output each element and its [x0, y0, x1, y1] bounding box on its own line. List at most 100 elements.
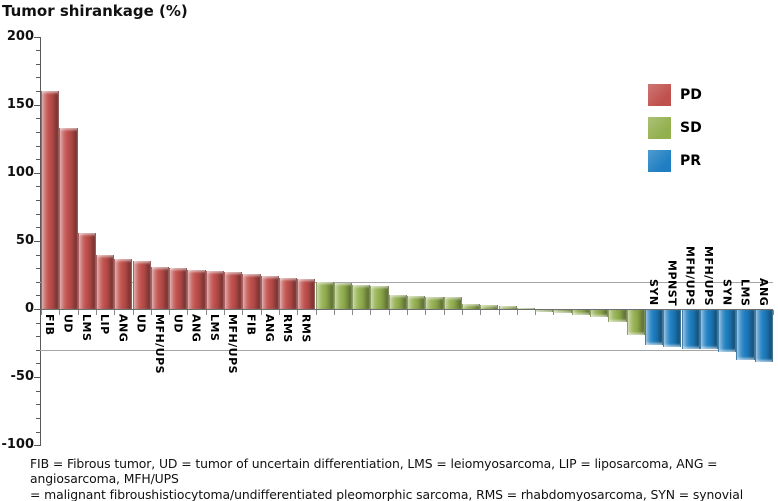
baseline-tick: [425, 310, 427, 315]
y-axis-minor-tick: [36, 77, 40, 78]
bar-sd: [370, 285, 389, 309]
bar-sd: [571, 310, 590, 315]
baseline-tick: [333, 310, 335, 315]
legend-item-pd: PD: [648, 84, 702, 106]
baseline-tick: [480, 310, 482, 315]
footnote-line-1: FIB = Fibrous tumor, UD = tumor of uncer…: [30, 456, 718, 487]
baseline-tick: [205, 310, 207, 315]
bar-label: MPNST: [665, 259, 679, 306]
y-axis-minor-tick: [36, 50, 40, 51]
bar-label: ANG: [262, 314, 276, 343]
y-axis-minor-tick: [36, 336, 40, 337]
y-axis-tick-label: -50: [10, 369, 35, 384]
bar-pd: [77, 232, 96, 309]
bar-sd: [608, 310, 627, 322]
y-axis-minor-tick: [36, 418, 40, 419]
bar-pd: [132, 261, 151, 309]
bar-label: UD: [134, 314, 148, 334]
bar-pd: [297, 279, 316, 309]
y-axis-minor-tick: [36, 268, 40, 269]
y-axis-minor-tick: [36, 363, 40, 364]
baseline-tick: [260, 310, 262, 315]
y-axis-tick-label: 150: [6, 97, 34, 112]
legend-item-pr: PR: [648, 150, 702, 172]
bar-label: LMS: [79, 314, 93, 342]
y-axis-minor-tick: [36, 91, 40, 92]
bar-sd: [498, 306, 517, 309]
bar-label: RMS: [299, 314, 313, 343]
baseline-tick: [443, 310, 445, 315]
y-axis-major-tick: [34, 173, 40, 174]
y-axis-minor-tick: [36, 214, 40, 215]
legend-label-pr: PR: [680, 153, 702, 169]
bar-pd: [150, 266, 170, 309]
bar-sd: [553, 310, 572, 314]
y-axis-minor-tick: [36, 404, 40, 405]
bar-pd: [224, 272, 243, 309]
baseline-tick: [297, 310, 299, 315]
bar-pr: [718, 310, 737, 353]
footnote-line-2: = malignant fibroushistiocytoma/undiffer…: [30, 486, 744, 501]
bar-label: LMS: [207, 314, 221, 342]
baseline-tick: [388, 310, 390, 315]
legend-swatch-sd-icon: [648, 117, 671, 139]
bar-pd: [59, 127, 78, 309]
y-axis-minor-tick: [36, 350, 40, 351]
bar-label: MFH/UPS: [226, 314, 240, 375]
y-axis-minor-tick: [36, 227, 40, 228]
y-axis-major-tick: [34, 105, 40, 106]
bar-pd: [41, 91, 60, 309]
bar-pr: [736, 310, 755, 361]
bar-sd: [626, 310, 645, 335]
bar-pr: [699, 310, 719, 350]
y-axis-major-tick: [34, 241, 40, 242]
reference-line--30: [40, 350, 773, 351]
bar-pr: [644, 310, 664, 346]
baseline-tick: [132, 310, 134, 315]
baseline-tick: [773, 310, 774, 315]
legend-swatch-pr-icon: [648, 150, 671, 172]
y-axis-minor-tick: [36, 132, 40, 133]
bar-sd: [315, 282, 334, 309]
bar-sd: [590, 310, 609, 317]
baseline-tick: [242, 310, 244, 315]
baseline-tick: [407, 310, 408, 315]
bar-label: UD: [171, 314, 185, 334]
zero-axis-line: [40, 309, 773, 310]
legend-swatch-pd-icon: [648, 84, 671, 106]
bar-sd: [425, 296, 444, 309]
bar-label: FIB: [43, 314, 57, 336]
baseline-tick: [95, 310, 97, 315]
bar-sd: [461, 303, 481, 309]
y-axis-major-tick: [34, 309, 40, 310]
bar-label: MFH/UPS: [683, 245, 697, 306]
baseline-tick: [315, 310, 317, 315]
y-axis-tick-label: 0: [24, 301, 34, 316]
bar-pr: [754, 310, 773, 362]
bar-pr: [663, 310, 682, 348]
baseline-tick: [169, 310, 171, 315]
y-axis-tick-label: -100: [1, 437, 34, 452]
legend-label-sd: SD: [680, 120, 702, 136]
y-axis-minor-tick: [36, 186, 40, 187]
y-axis-minor-tick: [36, 64, 40, 65]
bar-label: FIB: [244, 314, 258, 336]
bar-label: RMS: [281, 314, 295, 343]
baseline-tick: [59, 310, 61, 315]
baseline-tick: [370, 310, 372, 315]
bar-sd: [388, 295, 407, 309]
bar-sd: [535, 310, 554, 313]
baseline-tick: [516, 310, 518, 315]
y-axis-minor-tick: [36, 146, 40, 147]
bar-sd: [516, 307, 536, 309]
legend-item-sd: SD: [648, 117, 702, 139]
bar-label: MFH/UPS: [152, 314, 166, 375]
y-axis-minor-tick: [36, 200, 40, 201]
y-axis-tick-label: 50: [15, 233, 34, 248]
bar-pd: [278, 277, 298, 309]
baseline-tick: [77, 310, 79, 315]
y-axis-tick-label: 200: [6, 29, 34, 44]
y-axis-major-tick: [34, 445, 40, 446]
bar-pr: [681, 310, 700, 349]
